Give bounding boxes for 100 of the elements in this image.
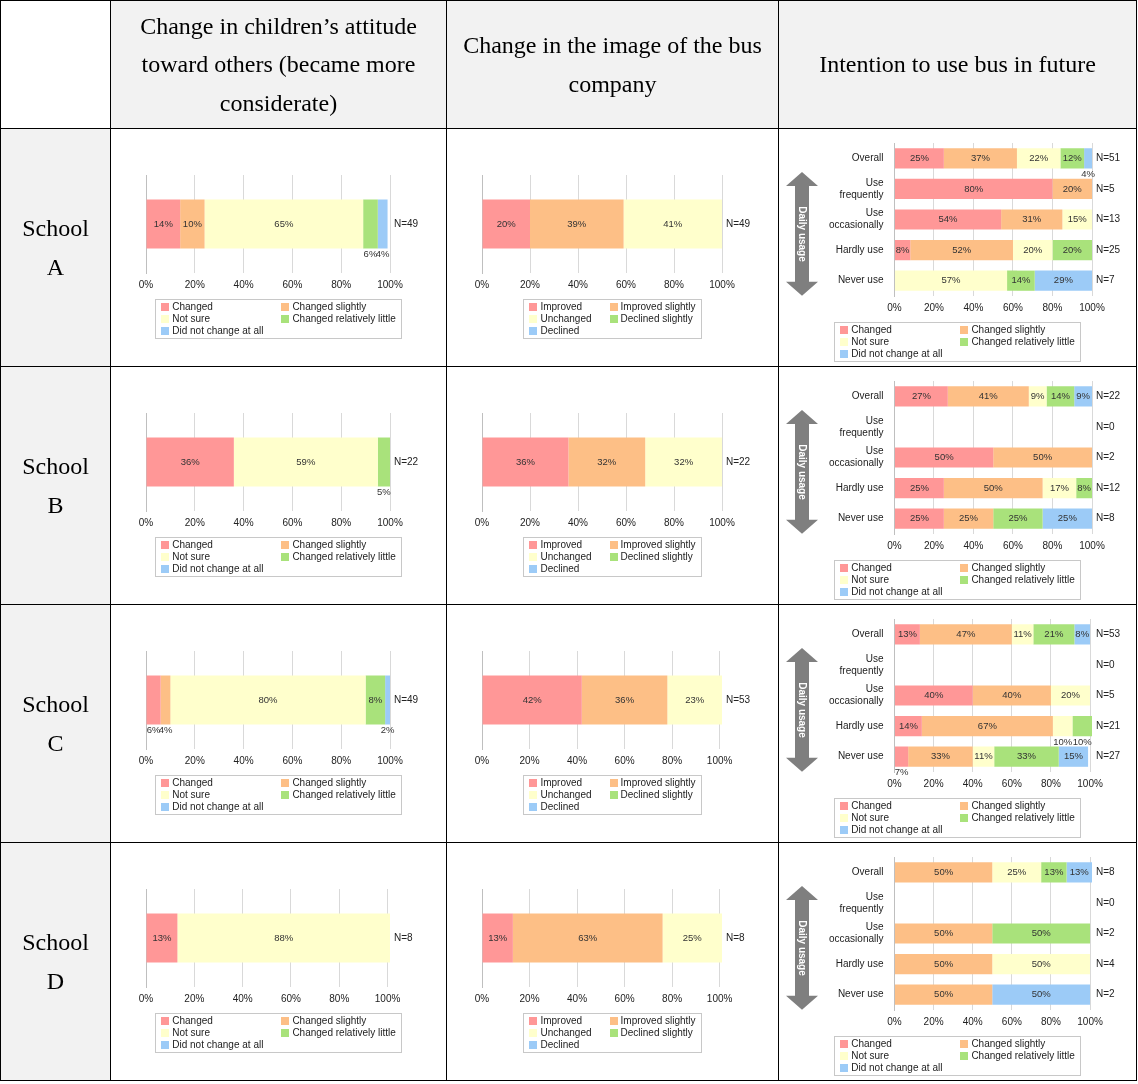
data-label: 40% <box>1001 688 1022 700</box>
data-label: 9% <box>1075 389 1091 401</box>
x-tick-label: 20% <box>519 992 540 1004</box>
data-label: 57% <box>941 273 961 285</box>
y-tick-label: Never use <box>837 749 884 761</box>
data-label: 8% <box>1074 627 1090 639</box>
x-tick-label: 20% <box>184 278 205 290</box>
x-tick-label: 100% <box>374 992 400 1004</box>
legend-label: Did not change at all <box>172 800 264 812</box>
data-label: 29% <box>1053 273 1073 285</box>
text: N=8 <box>1095 511 1115 523</box>
x-tick-label: 20% <box>519 278 540 290</box>
data-label: 13% <box>1043 865 1064 877</box>
data-label: 50% <box>933 987 954 999</box>
legend-label: Changed slightly <box>971 799 1046 811</box>
y-tick-label: Use occasionally <box>828 682 884 706</box>
legend-label: Changed slightly <box>971 323 1046 335</box>
data-label: 54% <box>938 212 958 224</box>
legend-label: Changed slightly <box>292 776 367 788</box>
data-label: 25% <box>1057 511 1077 523</box>
legend-label: Did not change at all <box>172 1038 264 1050</box>
x-tick-label: 80% <box>328 992 349 1004</box>
y-tick-label: Use frequently <box>839 176 884 200</box>
x-tick-label: 40% <box>962 301 984 313</box>
text: N=4 <box>1095 957 1115 969</box>
data-label: 67% <box>977 719 997 731</box>
data-label: 8% <box>895 243 910 255</box>
x-tick-label: 20% <box>183 992 204 1004</box>
x-tick-label: 0% <box>138 754 153 766</box>
text: N=0 <box>1095 420 1115 432</box>
legend-label: Improved <box>540 300 583 312</box>
data-label: 50% <box>983 481 1003 493</box>
legend-label: Did not change at all <box>851 1061 943 1073</box>
data-label: 25% <box>909 481 929 493</box>
x-tick-label: 80% <box>1040 777 1061 789</box>
x-tick-label: 20% <box>923 777 944 789</box>
legend-label: Not sure <box>851 335 890 347</box>
legend-label: Declined <box>540 800 580 812</box>
y-axis-title: Daily usage <box>796 444 807 501</box>
y-tick-label: Never use <box>837 273 884 285</box>
legend-label: Declined slightly <box>620 550 693 562</box>
data-label: 11% <box>973 749 993 761</box>
x-tick-label: 100% <box>1078 539 1105 551</box>
x-tick-label: 80% <box>661 754 682 766</box>
data-label: 20% <box>496 217 516 229</box>
data-label: 32% <box>596 455 617 467</box>
data-label: 52% <box>951 243 972 255</box>
data-label: 31% <box>1021 212 1042 224</box>
text: N=8 <box>725 931 745 943</box>
legend-label: Changed slightly <box>292 538 367 550</box>
data-label: 33% <box>1016 749 1037 761</box>
x-tick-label: 60% <box>281 516 303 528</box>
data-label: 50% <box>1031 987 1051 999</box>
x-tick-label: 60% <box>1001 777 1022 789</box>
data-label: 15% <box>1063 749 1083 761</box>
x-tick-label: 0% <box>474 992 489 1004</box>
text: N=12 <box>1095 481 1121 493</box>
x-tick-label: 0% <box>138 516 153 528</box>
x-tick-label: 100% <box>376 516 403 528</box>
legend-label: Improved slightly <box>620 300 696 312</box>
data-label: 10% <box>1072 735 1092 747</box>
x-tick-label: 100% <box>706 754 733 766</box>
y-tick-label: Never use <box>837 511 884 523</box>
y-axis-title: Daily usage <box>796 920 807 977</box>
x-tick-label: 40% <box>233 754 254 766</box>
data-label: 20% <box>1060 688 1081 700</box>
data-label: 41% <box>662 217 683 229</box>
legend-label: Changed <box>172 1014 213 1026</box>
x-tick-label: 40% <box>233 278 254 290</box>
data-label: 50% <box>934 450 954 462</box>
text: N=49 <box>393 693 419 705</box>
data-label: 7% <box>894 765 909 777</box>
legend-label: Improved <box>540 776 583 788</box>
x-tick-label: 40% <box>566 992 587 1004</box>
x-tick-label: 20% <box>184 754 205 766</box>
data-label: 13% <box>1069 865 1089 877</box>
data-label: 32% <box>673 455 694 467</box>
data-label: 50% <box>933 865 954 877</box>
data-label: 8% <box>367 693 383 705</box>
x-tick-label: 40% <box>566 754 587 766</box>
x-tick-label: 60% <box>281 754 303 766</box>
legend-label: Did not change at all <box>851 585 943 597</box>
data-label: 25% <box>1006 865 1027 877</box>
text: N=53 <box>725 693 751 705</box>
text: N=0 <box>1095 658 1115 670</box>
data-label: 50% <box>933 926 954 938</box>
legend-label: Unchanged <box>540 788 592 800</box>
legend-label: Not sure <box>851 573 890 585</box>
data-label: 6% <box>363 247 378 259</box>
y-tick-label: Use occasionally <box>828 444 884 468</box>
data-label: 10% <box>1052 735 1073 747</box>
legend-label: Declined <box>540 562 580 574</box>
x-tick-label: 80% <box>1041 301 1063 313</box>
x-tick-label: 20% <box>184 516 205 528</box>
legend-label: Did not change at all <box>172 324 264 336</box>
y-tick-label: Hardly use <box>835 957 884 969</box>
legend-label: Improved <box>540 538 583 550</box>
data-label: 14% <box>1010 273 1031 285</box>
data-label: 13% <box>897 627 917 639</box>
category-label: School A <box>22 215 89 280</box>
